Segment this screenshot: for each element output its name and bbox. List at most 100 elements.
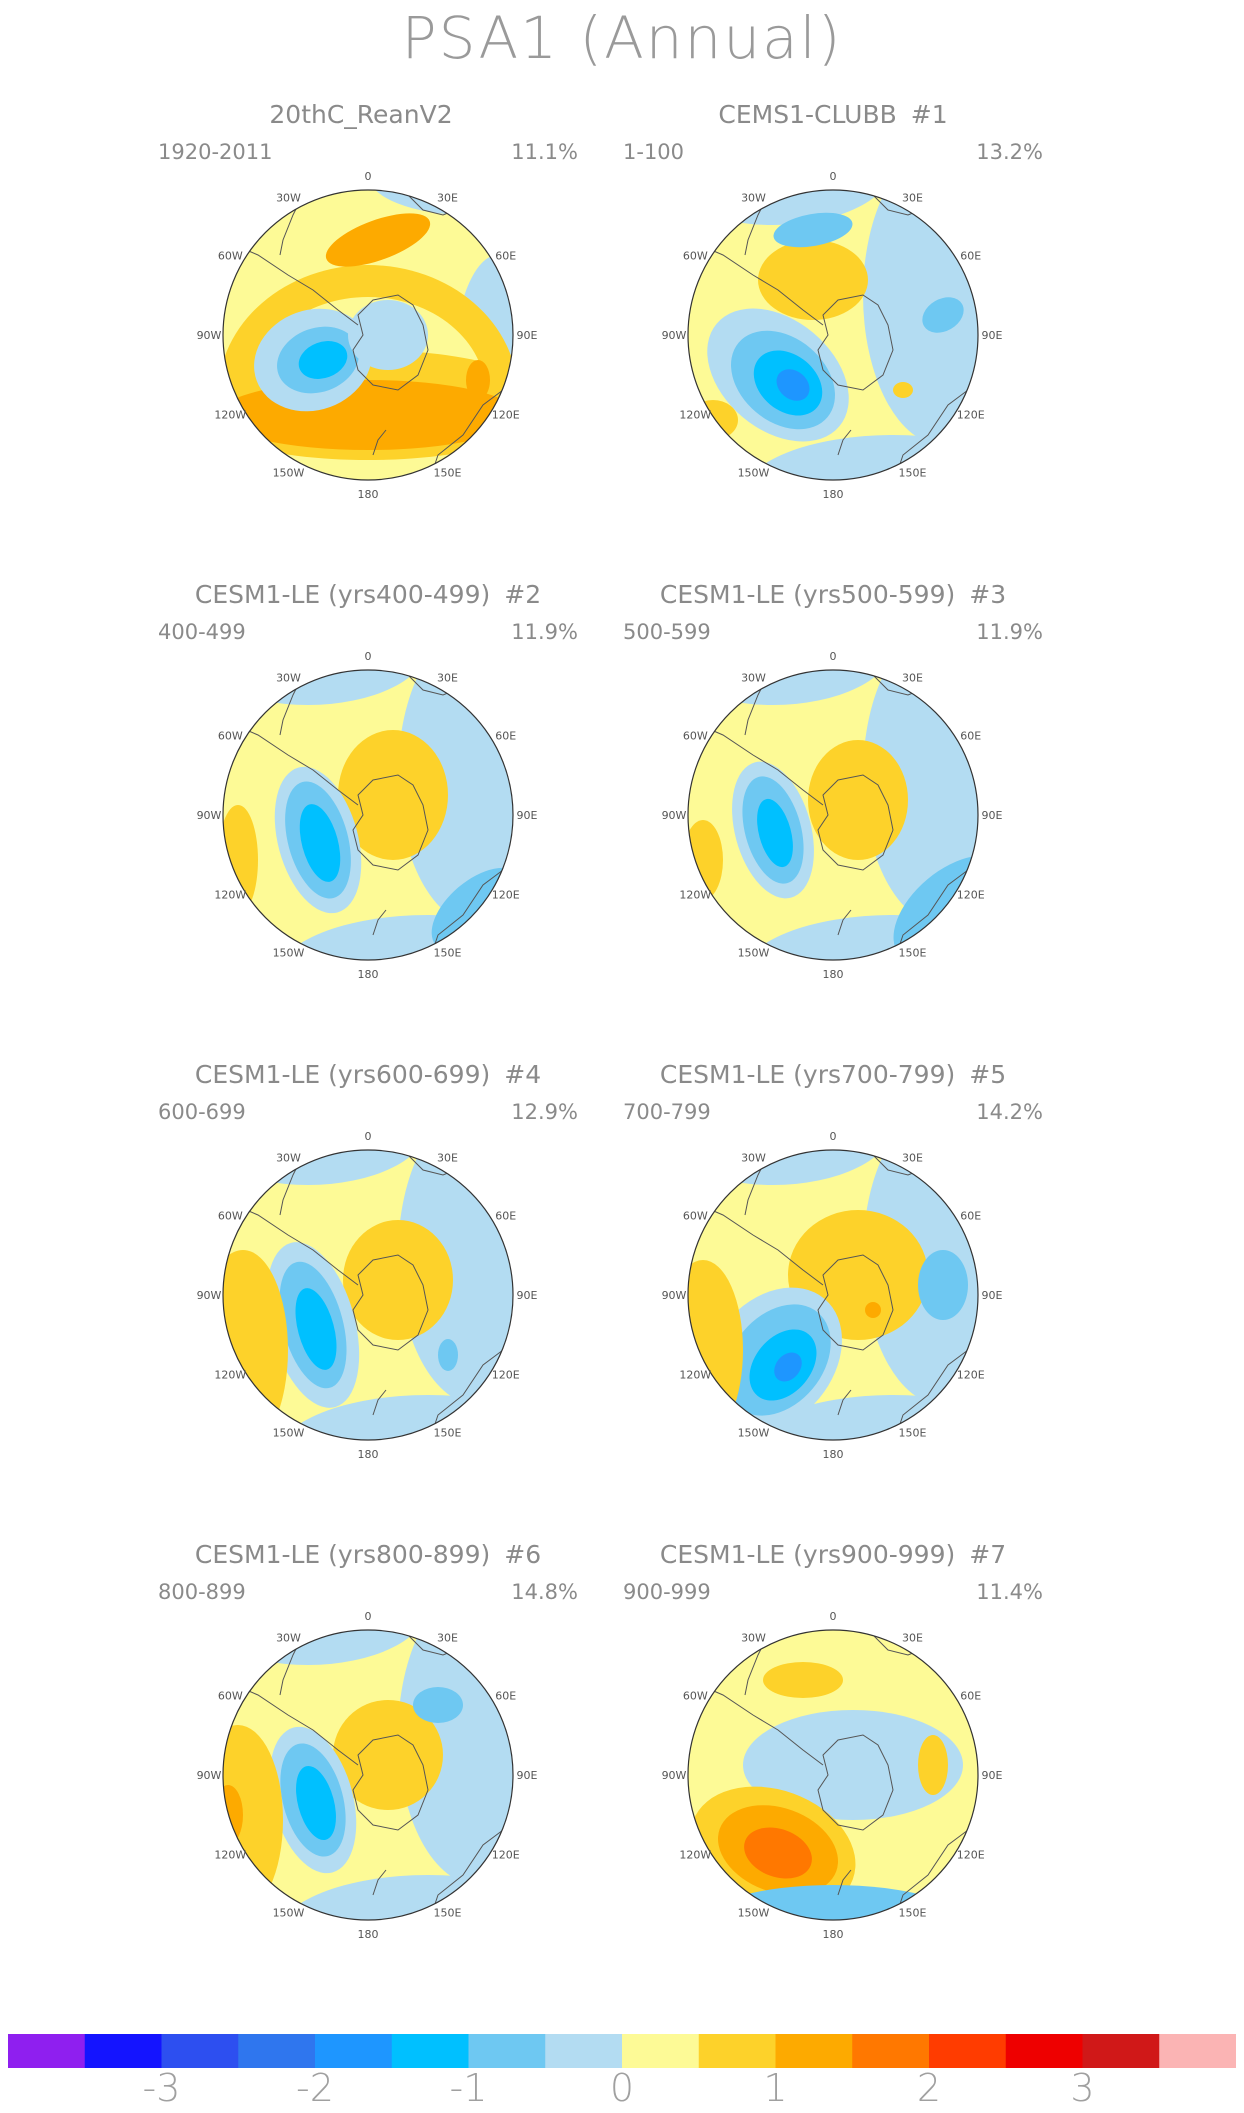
map-panel: CESM1-LE (yrs600-699) #4 0 30E 60E 90E 120E 150… (158, 1060, 578, 1530)
longitude-label: 150W (273, 1427, 305, 1440)
polar-map: 0 30E 60E 90E 120E 150E 180 150W 120W 90W 60W 30W (662, 1130, 1003, 1461)
map-border (687, 669, 979, 961)
panel-title-text: CESM1-LE (yrs600-699) (194, 1060, 491, 1089)
panel-variance-percent: 11.9% (976, 620, 1043, 644)
colorbar-swatch (84, 2034, 162, 2068)
longitude-label: 60E (495, 1210, 516, 1223)
antarctica-coastline (817, 1734, 894, 1831)
longitude-label: 120W (679, 889, 711, 902)
panel-years: 700-799 (623, 1100, 711, 1124)
panel-title: CESM1-LE (yrs700-799) #5 (623, 1060, 1043, 1089)
longitude-label: 30W (741, 191, 766, 204)
longitude-label: 120W (679, 1849, 711, 1862)
longitude-label: 30E (437, 671, 458, 684)
anomaly-region (413, 1687, 463, 1723)
longitude-label: 60E (495, 1690, 516, 1703)
new-zealand-coastline (837, 1869, 852, 1896)
panel-title-text: CESM1-LE (yrs800-899) (194, 1540, 491, 1569)
anomaly-region (776, 369, 810, 401)
longitude-label: 180 (358, 1928, 379, 1941)
longitude-label: 120E (957, 889, 985, 902)
panel-variance-percent: 14.2% (976, 1100, 1043, 1124)
longitude-label: 90E (517, 809, 538, 822)
new-zealand-coastline (837, 1389, 852, 1416)
longitude-label: 30W (741, 671, 766, 684)
colorbar-tick-label: -3 (142, 2066, 181, 2110)
antarctica-coastline (817, 294, 894, 391)
colorbar (8, 2034, 1236, 2068)
colorbar-tick-label: 2 (916, 2066, 942, 2110)
colorbar-swatch (545, 2034, 623, 2068)
longitude-label: 0 (365, 1610, 372, 1623)
longitude-label: 150E (899, 947, 927, 960)
antarctica-coastline (352, 1734, 429, 1831)
longitude-label: 180 (823, 968, 844, 981)
longitude-label: 90E (517, 1769, 538, 1782)
colorbar-swatch (852, 2034, 930, 2068)
longitude-label: 60W (683, 1210, 708, 1223)
panel-variance-percent: 11.1% (511, 140, 578, 164)
panel-title: CESM1-LE (yrs600-699) #4 (158, 1060, 578, 1089)
longitude-label: 90W (662, 1289, 687, 1302)
colorbar-tick-label: -1 (449, 2066, 488, 2110)
longitude-label: 60E (960, 730, 981, 743)
anomaly-region (758, 240, 868, 320)
colorbar-swatch (238, 2034, 316, 2068)
longitude-label: 0 (830, 1130, 837, 1143)
longitude-label: 60E (960, 1690, 981, 1703)
longitude-label: 30W (276, 1631, 301, 1644)
panel-title: CEMS1-CLUBB #1 (623, 100, 1043, 129)
map-border (687, 1149, 979, 1441)
longitude-label: 120E (957, 1849, 985, 1862)
panel-number: #6 (504, 1540, 542, 1569)
longitude-label: 120W (679, 1369, 711, 1382)
new-zealand-coastline (372, 1869, 387, 1896)
longitude-label: 120W (214, 1369, 246, 1382)
colorbar-swatch (775, 2034, 853, 2068)
longitude-label: 150E (434, 947, 462, 960)
longitude-label: 30W (741, 1631, 766, 1644)
longitude-label: 90W (197, 1769, 222, 1782)
new-zealand-coastline (372, 1389, 387, 1416)
longitude-label: 90E (982, 329, 1003, 342)
panel-variance-percent: 11.9% (511, 620, 578, 644)
anomaly-region (863, 190, 978, 445)
longitude-label: 180 (358, 1448, 379, 1461)
longitude-label: 30W (276, 191, 301, 204)
panel-number: #3 (969, 580, 1007, 609)
longitude-label: 120E (957, 1369, 985, 1382)
longitude-label: 90W (197, 1289, 222, 1302)
panel-number: #7 (969, 1540, 1007, 1569)
south-america-coastline (223, 1679, 359, 1766)
anomaly-region (278, 915, 513, 960)
polar-map: 0 30E 60E 90E 120E 150E 180 150W 120W 90W 60W 30W (197, 1610, 538, 1941)
longitude-label: 120W (679, 409, 711, 422)
map-panel: 20thC_ReanV2 0 30E 60E 90E 120E 150E 180 150W 120… (158, 100, 578, 570)
main-title: PSA1 (Annual) (401, 4, 843, 72)
colorbar-swatch (929, 2034, 1007, 2068)
south-america-coastline (688, 719, 824, 806)
anomaly-region (298, 341, 348, 379)
longitude-label: 150W (738, 1427, 770, 1440)
longitude-label: 150W (738, 947, 770, 960)
colorbar-tick-label: 0 (609, 2066, 635, 2110)
antarctica-coastline (352, 774, 429, 871)
longitude-label: 120W (214, 1849, 246, 1862)
colorbar-tick-labels: -3 -2 -1 0 1 2 3 (8, 2066, 1236, 2110)
colorbar-swatch (1159, 2034, 1236, 2068)
anomaly-region (295, 1288, 337, 1370)
map-border (222, 1629, 514, 1921)
new-zealand-coastline (837, 909, 852, 936)
anomaly-region (743, 435, 978, 480)
longitude-label: 180 (823, 1928, 844, 1941)
anomaly-region (325, 213, 431, 267)
anomaly-region (688, 1260, 743, 1440)
anomaly-region (348, 300, 428, 370)
panel-years: 1-100 (623, 140, 685, 164)
longitude-label: 60W (218, 250, 243, 263)
polar-map: 0 30E 60E 90E 120E 150E 180 150W 120W 90W 60W 30W (662, 1610, 1003, 1941)
map-panel: CESM1-LE (yrs700-799) #5 0 30E 60E 90E 120E 150… (623, 1060, 1043, 1530)
colorbar-swatch (622, 2034, 700, 2068)
antarctica-coastline (817, 774, 894, 871)
longitude-label: 30E (437, 191, 458, 204)
